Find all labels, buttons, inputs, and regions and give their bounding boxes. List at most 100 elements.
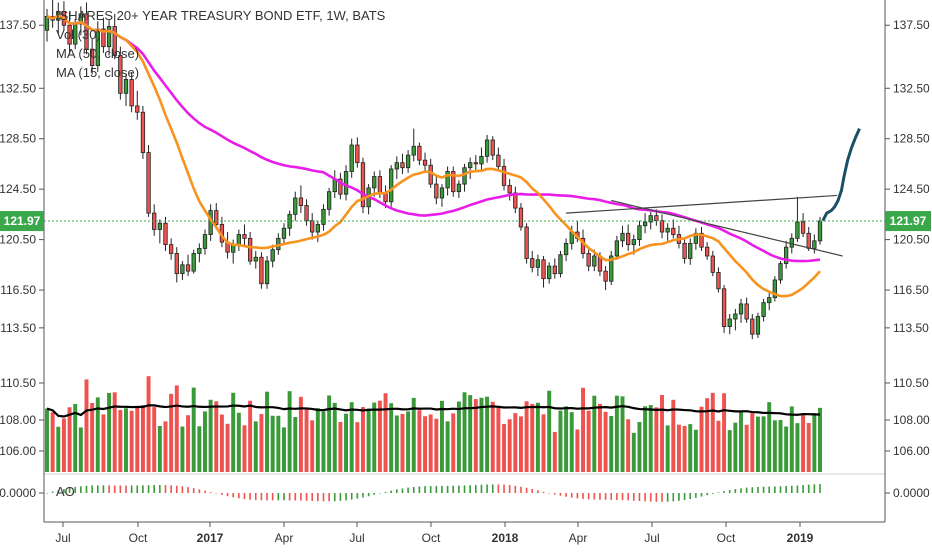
ao-bar [407, 488, 409, 493]
volume-bar [248, 401, 252, 472]
ao-bar [808, 485, 810, 493]
volume-bar [338, 422, 342, 472]
candle-body [525, 227, 528, 259]
volume-bar [575, 429, 579, 472]
candle-body [683, 243, 686, 258]
candle-body [497, 155, 500, 166]
volume-bar [147, 376, 151, 472]
candle-body [175, 253, 178, 273]
ao-bar [729, 490, 731, 493]
candle-body [440, 188, 443, 198]
volume-bar [243, 425, 247, 472]
ao-bar [774, 486, 776, 493]
candle-body [310, 221, 313, 232]
ao-bar [650, 493, 652, 502]
volume-bar [784, 427, 788, 472]
candle-body [711, 256, 714, 272]
volume-bar [384, 393, 388, 472]
candle-body [260, 257, 263, 283]
ao-bar [605, 493, 607, 500]
candle-body [181, 265, 184, 274]
ao-bar [594, 493, 596, 500]
volume-bar [609, 416, 613, 472]
ao-bar [204, 491, 206, 493]
ao-bar [306, 493, 308, 501]
ao-bar [108, 485, 110, 493]
ao-bar [283, 493, 285, 500]
candle-body [564, 243, 567, 254]
candle-body [796, 222, 799, 238]
candle-body [717, 272, 720, 288]
volume-bar [643, 406, 647, 472]
ao-bar [170, 485, 172, 493]
ao-bar [199, 489, 201, 493]
candle-body [158, 223, 161, 229]
ao-bar [232, 493, 234, 497]
candle-body [638, 226, 641, 240]
volume-tick-left-2: 106.00 [0, 444, 36, 458]
ao-bar [413, 487, 415, 493]
volume-bar [220, 415, 224, 472]
volume-bar [547, 391, 551, 472]
volume-bar [85, 379, 89, 472]
candle-body [457, 184, 460, 192]
candle-body [327, 192, 330, 210]
candle-body [130, 79, 133, 105]
ao-bar [441, 486, 443, 493]
candle-body [198, 248, 201, 253]
volume-bar [355, 422, 359, 472]
volume-bar [553, 432, 557, 472]
volume-bar [282, 427, 286, 472]
ao-bar [785, 486, 787, 493]
volume-bar [637, 422, 641, 472]
volume-bar [265, 392, 269, 472]
candle-body [294, 198, 297, 214]
candle-body [429, 165, 432, 184]
price-tick-right-4: 120.50 [893, 233, 930, 247]
volume-bar [68, 407, 72, 472]
volume-bar [457, 402, 461, 472]
candle-body [203, 235, 206, 249]
ao-bar [430, 486, 432, 493]
price-tick-right-2: 128.50 [893, 132, 930, 146]
candle-body [147, 153, 150, 214]
volume-bar [649, 405, 653, 472]
ao-bar [503, 485, 505, 493]
ao-bar [537, 490, 539, 493]
ao-bar [791, 486, 793, 493]
candle-body [378, 177, 381, 193]
volume-bar [716, 421, 720, 472]
ao-bar [661, 493, 663, 502]
ao-bar [153, 485, 155, 493]
volume-bar [807, 423, 811, 472]
candle-body [593, 256, 596, 266]
x-tick-label-3: Apr [275, 531, 294, 545]
candle-body [248, 238, 251, 261]
candle-body [412, 146, 415, 155]
ao-bar [689, 493, 691, 499]
volume-bar [773, 420, 777, 472]
ao-bar [80, 486, 82, 493]
ao-bar [667, 493, 669, 502]
candle-body [643, 222, 646, 226]
ao-bar [368, 493, 370, 496]
volume-bar [711, 393, 715, 472]
volume-bar [118, 410, 122, 472]
candle-body [767, 298, 770, 303]
price-tick-right-3: 124.50 [893, 182, 930, 196]
volume-bar [192, 388, 196, 472]
ao-bar [323, 493, 325, 501]
ao-bar [210, 492, 212, 493]
ao-bar [272, 493, 274, 500]
volume-bar [502, 424, 506, 472]
volume-bar [107, 393, 111, 472]
candle-body [632, 240, 635, 245]
volume-bar [130, 411, 134, 472]
ao-bar [672, 493, 674, 501]
ao-bar [165, 485, 167, 493]
volume-bar [276, 416, 280, 472]
volume-bar [654, 407, 658, 472]
ao-tick-left-label-0: 0.0000 [0, 486, 36, 500]
legend-ma50: MA (50, close) [56, 44, 385, 63]
